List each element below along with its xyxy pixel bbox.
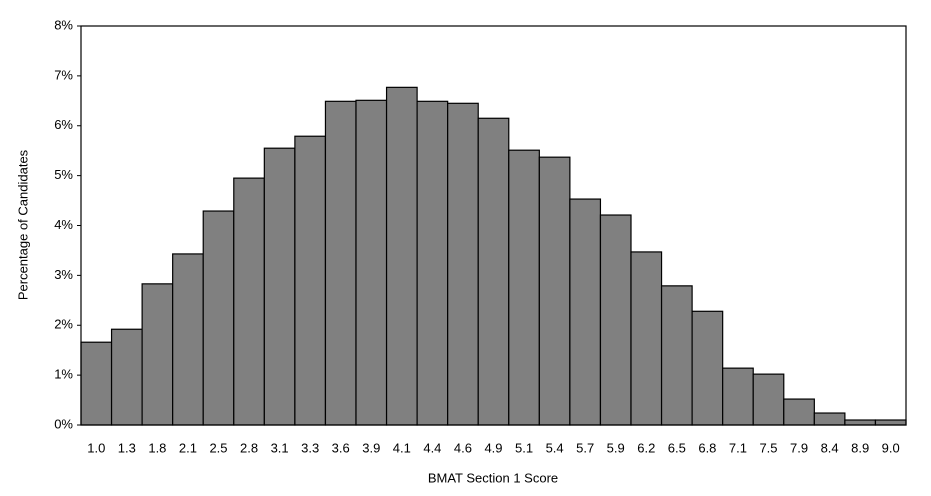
- x-tick-label: 6.5: [668, 440, 686, 455]
- bar: [355, 99, 388, 426]
- y-tick-label: 8%: [54, 17, 73, 32]
- bar: [416, 100, 449, 426]
- bar: [508, 149, 540, 426]
- bar: [599, 214, 632, 426]
- x-tick-label: 1.8: [148, 440, 166, 455]
- x-tick-label: 7.9: [790, 440, 808, 455]
- x-tick-label: 2.8: [240, 440, 258, 455]
- bar: [80, 341, 113, 426]
- bar: [844, 419, 877, 426]
- x-tick-label: 2.5: [209, 440, 227, 455]
- x-tick-label: 4.4: [423, 440, 441, 455]
- bar: [783, 398, 815, 426]
- bar: [324, 100, 357, 426]
- bar: [202, 210, 235, 426]
- x-tick-label: 2.1: [179, 440, 197, 455]
- bar: [569, 198, 602, 426]
- y-tick-label: 2%: [54, 317, 73, 332]
- bar: [110, 328, 143, 426]
- x-tick-label: 4.1: [393, 440, 411, 455]
- bar: [630, 251, 663, 426]
- bar: [233, 177, 265, 426]
- bar: [691, 310, 724, 426]
- x-tick-label: 1.3: [118, 440, 136, 455]
- x-tick-label: 6.2: [637, 440, 655, 455]
- x-tick-label: 3.6: [332, 440, 350, 455]
- x-tick-label: 7.5: [759, 440, 777, 455]
- bar: [752, 373, 785, 426]
- y-tick-label: 6%: [54, 117, 73, 132]
- x-tick-label: 3.1: [271, 440, 289, 455]
- y-axis-label: Percentage of Candidates: [15, 149, 30, 300]
- bar: [874, 419, 907, 426]
- x-tick-label: 5.9: [607, 440, 625, 455]
- bar: [722, 367, 754, 426]
- x-tick-label: 8.9: [851, 440, 869, 455]
- x-tick-label: 3.3: [301, 440, 319, 455]
- x-tick-label: 9.0: [882, 440, 900, 455]
- y-tick-label: 3%: [54, 267, 73, 282]
- x-tick-label: 5.1: [515, 440, 533, 455]
- y-tick-label: 7%: [54, 67, 73, 82]
- bar: [447, 102, 479, 426]
- y-tick-label: 1%: [54, 367, 73, 382]
- x-tick-label: 4.9: [484, 440, 502, 455]
- x-tick-label: 4.6: [454, 440, 472, 455]
- bar: [385, 86, 418, 426]
- bar: [538, 156, 571, 426]
- bar: [477, 117, 510, 426]
- bar: [141, 283, 174, 426]
- x-tick-label: 7.1: [729, 440, 747, 455]
- x-axis-label: BMAT Section 1 Score: [428, 470, 558, 485]
- bar: [263, 147, 296, 426]
- plot-frame: [80, 25, 907, 426]
- y-tick-label: 5%: [54, 167, 73, 182]
- x-tick-label: 8.4: [821, 440, 839, 455]
- x-tick-label: 6.8: [698, 440, 716, 455]
- bar: [172, 253, 204, 426]
- bar: [813, 412, 846, 426]
- x-tick-label: 5.7: [576, 440, 594, 455]
- x-tick-label: 3.9: [362, 440, 380, 455]
- bar: [660, 285, 693, 426]
- x-tick-label: 1.0: [87, 440, 105, 455]
- y-tick-label: 4%: [54, 217, 73, 232]
- bar: [294, 135, 327, 426]
- x-tick-label: 5.4: [546, 440, 564, 455]
- y-tick-label: 0%: [54, 416, 73, 431]
